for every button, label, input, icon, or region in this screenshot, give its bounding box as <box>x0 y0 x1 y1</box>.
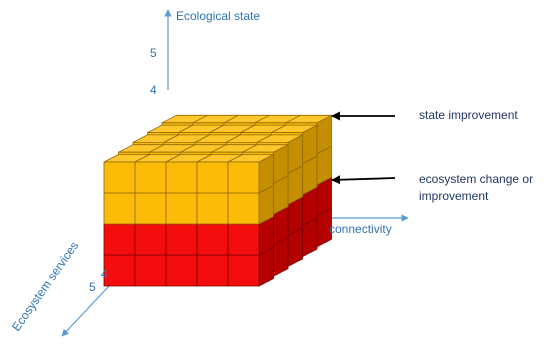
cube-front-face <box>134 161 167 194</box>
vertical-tick-5: 5 <box>150 46 157 60</box>
vertical-axis-label: Ecological state <box>176 9 260 23</box>
cube-front-face <box>103 161 136 194</box>
cube-front-face <box>165 192 198 225</box>
cube-front-face <box>227 161 260 194</box>
cube-front-face <box>165 254 198 287</box>
cube-front-face <box>227 223 260 256</box>
cube-front-face <box>227 254 260 287</box>
ecosystem-change-label-line2: improvement <box>419 189 489 203</box>
diagonal-axis <box>61 284 111 337</box>
cube-front-face <box>103 192 136 225</box>
state-improvement-label: state improvement <box>419 108 518 122</box>
cube-stack <box>103 114 332 287</box>
horizontal-axis-label: connectivity <box>329 222 392 236</box>
cube-front-face <box>165 161 198 194</box>
cube-front-face <box>196 254 229 287</box>
cube-front-face <box>227 192 260 225</box>
cube-front-face <box>103 223 136 256</box>
cube-front-face <box>196 161 229 194</box>
cube-front-face <box>165 223 198 256</box>
cube-front-face <box>134 223 167 256</box>
vertical-tick-4: 4 <box>150 83 157 97</box>
diagonal-tick-5: 5 <box>89 280 96 294</box>
cube-front-face <box>134 254 167 287</box>
cube-front-face <box>196 192 229 225</box>
cube-front-face <box>196 223 229 256</box>
diagonal-tick-4: 4 <box>101 267 108 281</box>
cube-front-face <box>134 192 167 225</box>
ecosystem-change-arrow <box>331 175 396 185</box>
cube-yellow <box>227 154 274 194</box>
ecosystem-change-label-line1: ecosystem change or <box>419 172 533 186</box>
diagonal-axis-label: Ecosystem services <box>9 239 81 334</box>
cube-front-face <box>103 254 136 287</box>
